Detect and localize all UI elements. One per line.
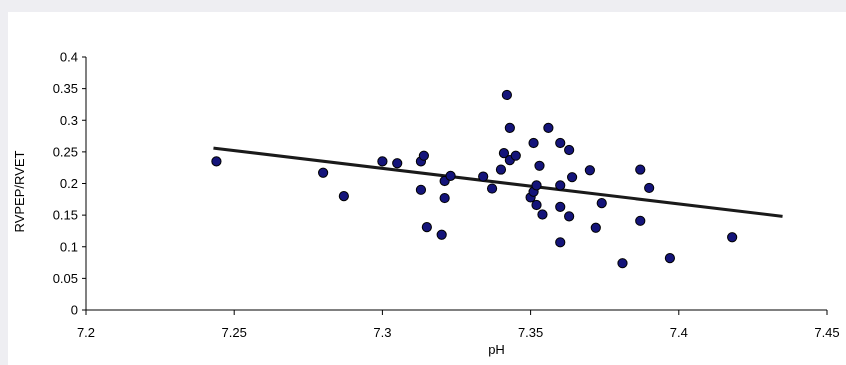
data-point [644, 182, 655, 194]
y-tick-label: 0.35 [53, 81, 78, 96]
y-tick-label: 0.2 [60, 176, 78, 191]
data-point [211, 156, 222, 167]
data-point [418, 150, 429, 161]
chart-area [8, 12, 846, 365]
data-point [555, 237, 566, 248]
data-point [510, 150, 521, 161]
data-point [436, 229, 447, 240]
data-point [617, 258, 628, 269]
data-point [478, 171, 489, 182]
data-point [445, 170, 456, 182]
x-axis: 7.2 7.25 7.3 7.35 7.4 7.45 [77, 309, 840, 340]
x-tick-label: 7.3 [373, 325, 391, 340]
data-point [543, 122, 554, 133]
y-tick-label: 0.3 [60, 113, 78, 128]
x-tick-label: 7.4 [670, 325, 688, 340]
data-point [377, 156, 388, 167]
data-point [555, 180, 566, 191]
data-point [534, 160, 545, 171]
data-point [537, 209, 548, 220]
data-point [584, 165, 595, 176]
data-point [531, 180, 542, 191]
y-tick-label: 0.4 [60, 50, 78, 65]
y-tick-label: 0.1 [60, 239, 78, 254]
data-point [531, 199, 542, 211]
data-point [504, 122, 515, 133]
data-point [635, 164, 646, 175]
x-tick-label: 7.25 [222, 325, 247, 340]
y-tick-label: 0.05 [53, 271, 78, 286]
data-point [564, 211, 575, 222]
x-tick-label: 7.35 [518, 325, 543, 340]
x-axis-title: pH [488, 342, 505, 357]
y-tick-label: 0 [71, 303, 78, 318]
data-point [498, 148, 510, 159]
data-point [338, 191, 349, 202]
trendline-group [213, 146, 783, 218]
data-point [528, 137, 539, 149]
data-point [596, 198, 607, 209]
data-point [566, 172, 578, 183]
data-point [555, 201, 566, 213]
data-point [421, 222, 432, 233]
y-tick-label: 0.25 [53, 144, 78, 159]
x-tick-label: 7.2 [77, 325, 95, 340]
data-point [564, 144, 575, 156]
data-point [555, 137, 566, 149]
data-point [318, 167, 329, 178]
data-point [501, 89, 512, 101]
data-point [495, 164, 507, 175]
data-point [635, 215, 646, 226]
y-axis-title: RVPEP/RVET [12, 151, 27, 233]
data-point [590, 222, 601, 233]
y-axis: 0 0.05 0.1 0.15 0.2 0.25 0.3 0.35 0.4 [53, 50, 87, 318]
x-tick-label: 7.45 [814, 325, 839, 340]
data-point [415, 184, 427, 195]
data-point [486, 183, 498, 194]
data-point [727, 232, 738, 243]
data-points [211, 89, 738, 269]
y-tick-label: 0.15 [53, 208, 78, 223]
trendline [213, 146, 783, 218]
data-point [392, 158, 403, 169]
data-point [439, 192, 450, 204]
data-point [664, 253, 676, 264]
